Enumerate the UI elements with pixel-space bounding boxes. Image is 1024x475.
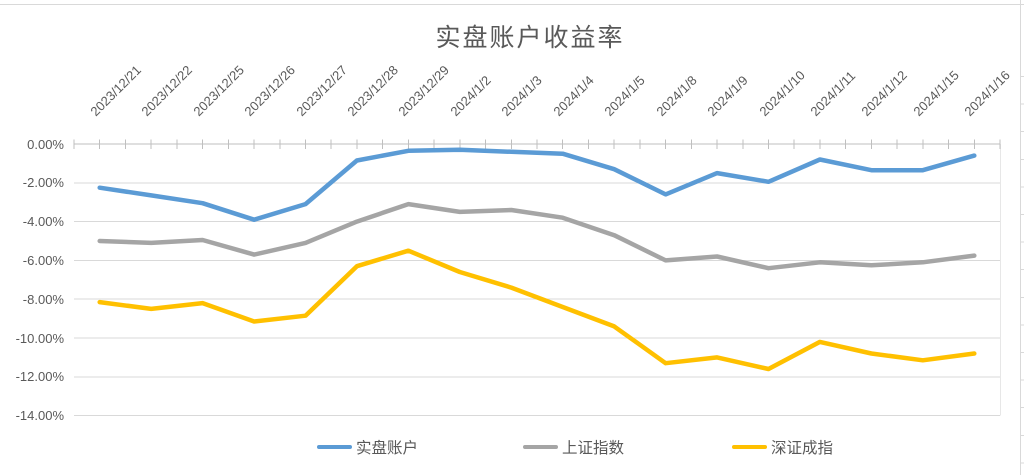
legend-label: 上证指数 [562,440,625,457]
legend-line-swatch-icon [732,444,767,450]
legend-item-account[interactable]: 实盘账户 [317,436,418,458]
chart-legend: 实盘账户 上证指数 深证成指 [0,436,1024,460]
legend-item-shanghai-index[interactable]: 上证指数 [523,436,624,458]
y-axis-label: -8.00% [22,291,64,307]
series-line-account[interactable] [97,147,977,222]
legend-line-swatch-icon [523,444,558,450]
y-axis-label: -4.00% [22,214,64,230]
y-axis-label: -10.00% [15,330,64,346]
y-axis-label: 0.00% [27,136,64,152]
y-axis-label: -2.00% [22,175,64,191]
legend-line-swatch-icon [317,444,352,450]
y-axis-label: -12.00% [15,369,64,385]
legend-label: 深证成指 [771,440,834,457]
y-axis-label: -14.00% [15,408,64,424]
legend-label: 实盘账户 [356,440,419,457]
series-line-shenzhen-index[interactable] [97,248,977,372]
series-line-shanghai-index[interactable] [97,201,977,271]
chart-title: 实盘账户收益率 [435,24,625,52]
y-axis-label: -6.00% [22,252,64,268]
legend-item-shenzhen-index[interactable]: 深证成指 [732,436,833,458]
